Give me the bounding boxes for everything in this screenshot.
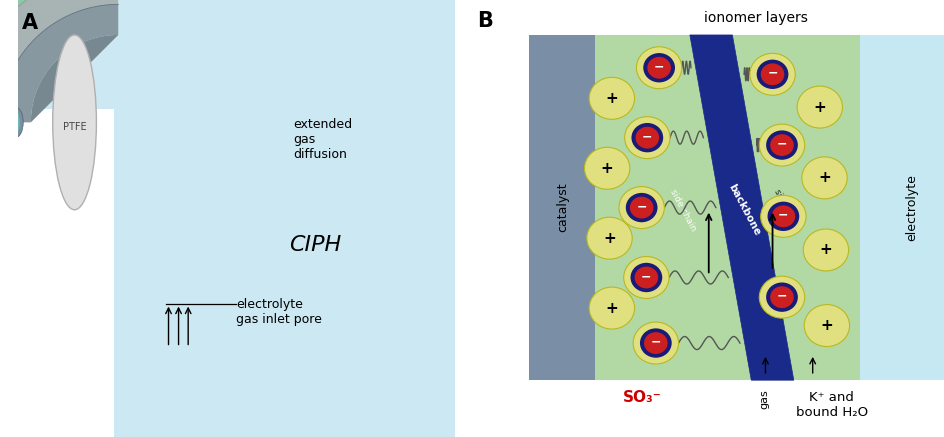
Circle shape [801, 157, 846, 199]
Text: K⁺ and
bound H₂O: K⁺ and bound H₂O [795, 391, 867, 419]
Text: B: B [477, 11, 493, 31]
Ellipse shape [5, 107, 20, 138]
Circle shape [766, 282, 797, 312]
Text: catalyst: catalyst [555, 183, 568, 232]
Circle shape [803, 305, 849, 347]
Text: +: + [818, 170, 830, 185]
Circle shape [759, 124, 804, 166]
FancyBboxPatch shape [831, 35, 944, 380]
Circle shape [760, 63, 784, 85]
FancyBboxPatch shape [529, 35, 595, 380]
FancyBboxPatch shape [859, 35, 944, 380]
Circle shape [583, 147, 629, 189]
Circle shape [623, 257, 668, 298]
Circle shape [625, 193, 657, 222]
Circle shape [631, 123, 663, 153]
Circle shape [769, 134, 793, 156]
Text: −: − [777, 209, 788, 222]
Text: −: − [653, 60, 664, 73]
Circle shape [771, 205, 794, 227]
Text: +: + [605, 91, 617, 106]
Circle shape [767, 201, 799, 231]
Text: catalyst: catalyst [0, 436, 1, 437]
Text: CIPH: CIPH [289, 235, 341, 255]
Polygon shape [31, 35, 118, 122]
Polygon shape [0, 4, 118, 122]
Text: extended
gas
diffusion: extended gas diffusion [293, 118, 352, 161]
Circle shape [618, 187, 664, 229]
Circle shape [756, 59, 787, 89]
Circle shape [760, 195, 805, 237]
Text: backbone: backbone [726, 182, 761, 237]
Text: gas: gas [758, 389, 768, 409]
Polygon shape [0, 0, 118, 122]
Text: electrolyte: electrolyte [904, 174, 918, 241]
Text: −: − [641, 130, 652, 143]
Text: +: + [818, 243, 832, 257]
Polygon shape [18, 0, 454, 437]
Polygon shape [0, 0, 118, 122]
Circle shape [589, 287, 633, 329]
Text: −: − [776, 290, 786, 303]
Circle shape [750, 53, 794, 95]
Circle shape [647, 57, 670, 79]
Circle shape [635, 127, 658, 149]
Circle shape [630, 197, 652, 218]
Ellipse shape [53, 35, 96, 210]
Text: ionomer: ionomer [0, 436, 1, 437]
Circle shape [586, 217, 632, 259]
Ellipse shape [8, 107, 24, 138]
Text: side chain: side chain [667, 187, 697, 232]
Text: ionomer layers: ionomer layers [703, 11, 807, 25]
Text: +: + [813, 100, 825, 114]
Circle shape [630, 263, 662, 292]
Text: −: − [635, 200, 647, 213]
Circle shape [643, 53, 674, 83]
Circle shape [636, 47, 681, 89]
Text: −: − [767, 67, 777, 80]
Circle shape [634, 267, 657, 288]
Text: −: − [640, 270, 651, 283]
Circle shape [639, 328, 671, 358]
Text: −: − [649, 336, 661, 349]
FancyBboxPatch shape [595, 35, 859, 380]
Text: electrolyte
gas inlet pore: electrolyte gas inlet pore [236, 298, 322, 326]
Circle shape [589, 77, 633, 119]
Circle shape [632, 322, 678, 364]
Text: +: + [605, 301, 617, 316]
Polygon shape [0, 0, 118, 122]
Text: +: + [600, 161, 613, 176]
Circle shape [624, 117, 669, 159]
Text: +: + [602, 231, 615, 246]
Circle shape [766, 130, 797, 160]
Circle shape [644, 332, 666, 354]
Text: PTFE: PTFE [62, 122, 86, 132]
Text: A: A [22, 13, 38, 33]
Circle shape [769, 286, 793, 308]
Circle shape [797, 86, 842, 128]
Text: SO₃⁻: SO₃⁻ [622, 390, 662, 405]
Polygon shape [689, 35, 793, 380]
Text: side chain: side chain [771, 187, 801, 232]
Text: +: + [819, 318, 833, 333]
Text: −: − [776, 138, 786, 151]
Circle shape [759, 276, 804, 318]
Circle shape [802, 229, 848, 271]
